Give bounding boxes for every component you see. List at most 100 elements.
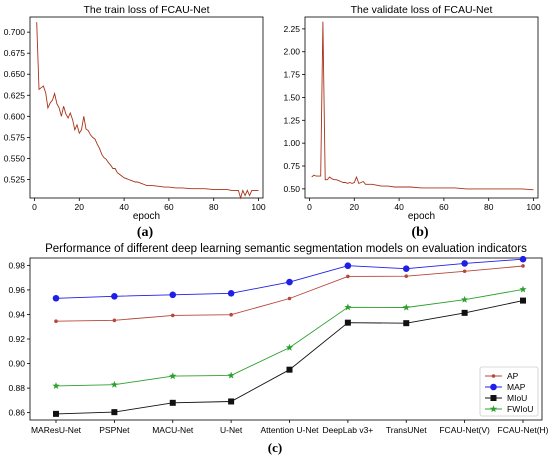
data-point-map bbox=[519, 255, 527, 263]
legend-label: AP bbox=[507, 371, 519, 381]
y-tick-label: 0.575 bbox=[4, 132, 26, 142]
y-tick-label: 2.25 bbox=[283, 24, 300, 34]
performance-chart: Performance of different deep learning s… bbox=[8, 243, 548, 435]
data-point-miou bbox=[344, 319, 351, 326]
data-point-ap bbox=[229, 312, 233, 317]
x-axis-label: epoch bbox=[408, 211, 435, 222]
panel-label-b: (b) bbox=[411, 225, 428, 240]
series-line-map bbox=[55, 258, 524, 299]
data-point-fwiou bbox=[519, 285, 527, 293]
panel-label-a: (a) bbox=[137, 225, 154, 240]
data-point-ap bbox=[521, 264, 525, 268]
data-point-map bbox=[402, 265, 410, 272]
data-point-ap bbox=[462, 269, 467, 274]
legend-label: FWIoU bbox=[507, 404, 533, 414]
y-tick-label: 0.98 bbox=[8, 260, 25, 270]
legend-marker bbox=[489, 405, 498, 413]
y-tick-label: 0.90 bbox=[8, 359, 25, 369]
y-tick-label: 0.50 bbox=[283, 184, 300, 194]
y-tick-label: 0.550 bbox=[4, 153, 26, 163]
axes: 0 20 40 60 80 100 0.50 0.75 1.00 1.25 1.50 1.75 2.00… bbox=[283, 16, 541, 212]
series-line-miou bbox=[55, 300, 524, 415]
validate-loss-chart: The validate loss of FCAU-Net 0 20 40 60 80 1… bbox=[283, 4, 540, 222]
y-tick-label: 0.650 bbox=[4, 69, 26, 79]
series-line-ap bbox=[55, 265, 524, 322]
x-tick-label: 0 bbox=[32, 202, 37, 212]
x-tick-label: 60 bbox=[164, 202, 174, 212]
x-tick-label: TransUNet bbox=[386, 425, 427, 435]
x-tick-label: 40 bbox=[394, 202, 404, 212]
chart-title: The validate loss of FCAU-Net bbox=[351, 4, 493, 16]
data-point-fwiou bbox=[461, 295, 469, 303]
plot-frame bbox=[29, 16, 264, 199]
data-point-fwiou bbox=[402, 303, 410, 311]
legend-label: MIoU bbox=[507, 393, 527, 403]
legend-box bbox=[479, 366, 539, 417]
x-tick-label: 100 bbox=[526, 202, 540, 212]
x-tick-label: FCAU-Net(V) bbox=[439, 425, 490, 435]
y-tick-label: 1.75 bbox=[283, 70, 300, 80]
x-tick-label: PSPNet bbox=[99, 425, 130, 435]
legend-marker bbox=[490, 395, 497, 401]
x-tick-label: 80 bbox=[209, 202, 219, 212]
y-tick-label: 0.625 bbox=[4, 90, 26, 100]
chart-title: Performance of different deep learning s… bbox=[45, 243, 527, 255]
x-tick-label: Attention U-Net bbox=[260, 425, 319, 435]
x-tick-label: 0 bbox=[307, 202, 312, 212]
x-tick-label: MAResU-Net bbox=[31, 425, 82, 435]
data-point-map bbox=[344, 262, 352, 270]
panel-label-c: (c) bbox=[268, 440, 282, 455]
data-point-miou bbox=[461, 309, 468, 316]
data-point-map bbox=[111, 292, 118, 300]
y-tick-label: 0.600 bbox=[4, 111, 26, 121]
data-point-map bbox=[52, 294, 60, 302]
y-tick-label: 1.50 bbox=[283, 92, 300, 102]
data-point-ap bbox=[112, 318, 117, 323]
data-point-map bbox=[286, 278, 293, 286]
y-tick-label: 2.00 bbox=[283, 47, 300, 57]
data-point-miou bbox=[403, 320, 410, 327]
data-point-ap bbox=[404, 274, 409, 278]
x-tick-label: DeepLab v3+ bbox=[322, 425, 373, 435]
x-axis-label: epoch bbox=[133, 211, 160, 222]
data-point-fwiou bbox=[169, 372, 177, 380]
legend-label: MAP bbox=[507, 382, 526, 392]
x-tick-label: 100 bbox=[251, 202, 265, 212]
data-point-map bbox=[461, 260, 468, 267]
data-point-ap bbox=[170, 313, 175, 318]
legend-marker bbox=[491, 374, 496, 378]
data-point-miou bbox=[228, 398, 235, 405]
data-point-map bbox=[169, 291, 177, 299]
x-tick-label: 20 bbox=[350, 202, 360, 212]
loss-line bbox=[311, 21, 534, 191]
data-point-fwiou bbox=[285, 343, 294, 351]
data-point-fwiou bbox=[110, 380, 118, 388]
data-point-ap bbox=[54, 319, 58, 324]
y-tick-label: 0.88 bbox=[8, 383, 25, 393]
data-point-miou bbox=[520, 297, 526, 304]
data-point-miou bbox=[53, 410, 59, 417]
chart-title: The train loss of FCAU-Net bbox=[83, 4, 209, 16]
y-tick-label: 0.92 bbox=[8, 334, 25, 344]
x-tick-label: 60 bbox=[439, 202, 449, 212]
loss-line bbox=[36, 22, 259, 200]
data-point-ap bbox=[346, 274, 350, 279]
axes: 0 20 40 60 80 100 0.525 0.550 0.575 0.600 0.625 0.6… bbox=[4, 16, 266, 212]
y-tick-label: 0.525 bbox=[4, 174, 26, 184]
data-point-map bbox=[227, 290, 235, 297]
data-point-miou bbox=[286, 366, 293, 373]
y-tick-label: 0.86 bbox=[8, 408, 25, 418]
plot-frame bbox=[29, 257, 543, 421]
data-point-miou bbox=[111, 409, 118, 416]
y-tick-label: 0.96 bbox=[8, 285, 25, 295]
legend-marker bbox=[490, 383, 497, 391]
x-tick-label: 40 bbox=[119, 202, 129, 212]
data-point-miou bbox=[169, 399, 176, 406]
train-loss-chart: The train loss of FCAU-Net 0 20 40 60 80 1000… bbox=[4, 4, 266, 222]
data-point-fwiou bbox=[227, 371, 235, 379]
x-tick-label: MACU-Net bbox=[152, 425, 194, 435]
y-tick-label: 0.700 bbox=[4, 27, 26, 37]
data-point-ap bbox=[287, 296, 292, 301]
data-point-fwiou bbox=[52, 382, 60, 389]
